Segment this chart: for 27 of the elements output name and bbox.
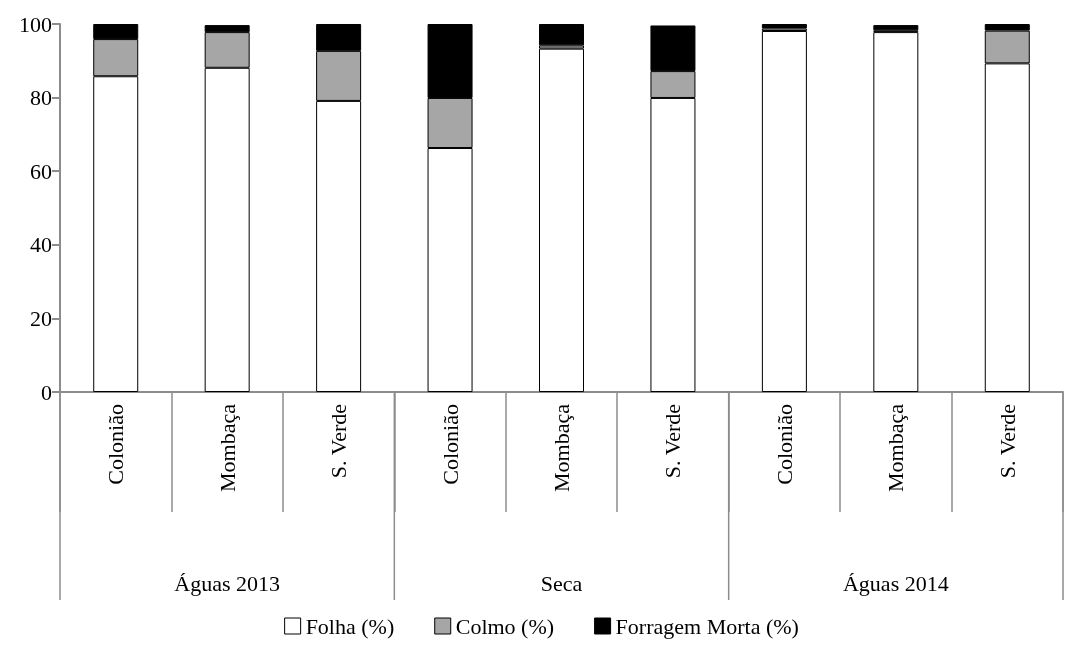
- bar: [761, 24, 807, 29]
- y-tick-label: 40: [30, 232, 52, 258]
- y-tick-label: 0: [41, 379, 52, 405]
- y-tick-label: 60: [30, 158, 52, 184]
- text: Seca: [540, 570, 583, 596]
- y-tick-label: 100: [19, 11, 52, 37]
- bar: [873, 25, 919, 31]
- text: Águas 2013: [174, 570, 281, 596]
- legend-label: Colmo (%): [455, 613, 555, 639]
- x-tick-label: Colonião: [103, 404, 129, 485]
- text: Águas 2014: [842, 570, 949, 596]
- x-tick-label: Colonião: [771, 404, 797, 485]
- bar: [539, 48, 584, 392]
- bar: [761, 30, 807, 392]
- x-tick-label: Colonião: [437, 404, 463, 485]
- y-tick-label: 20: [30, 305, 52, 331]
- y-tick-label: 80: [30, 85, 52, 111]
- x-tick-label: S. Verde: [326, 404, 352, 479]
- x-tick-label: S. Verde: [660, 404, 686, 479]
- x-tick-label: Mombaça: [214, 403, 240, 492]
- legend-label: Forragem Morta (%): [615, 613, 799, 639]
- x-tick-label: Mombaça: [883, 403, 909, 492]
- legend-label: Folha (%): [305, 613, 395, 639]
- bar: [539, 24, 584, 46]
- bar: [873, 32, 919, 392]
- x-tick-label: S. Verde: [994, 404, 1020, 479]
- x-tick-label: Mombaça: [549, 403, 574, 492]
